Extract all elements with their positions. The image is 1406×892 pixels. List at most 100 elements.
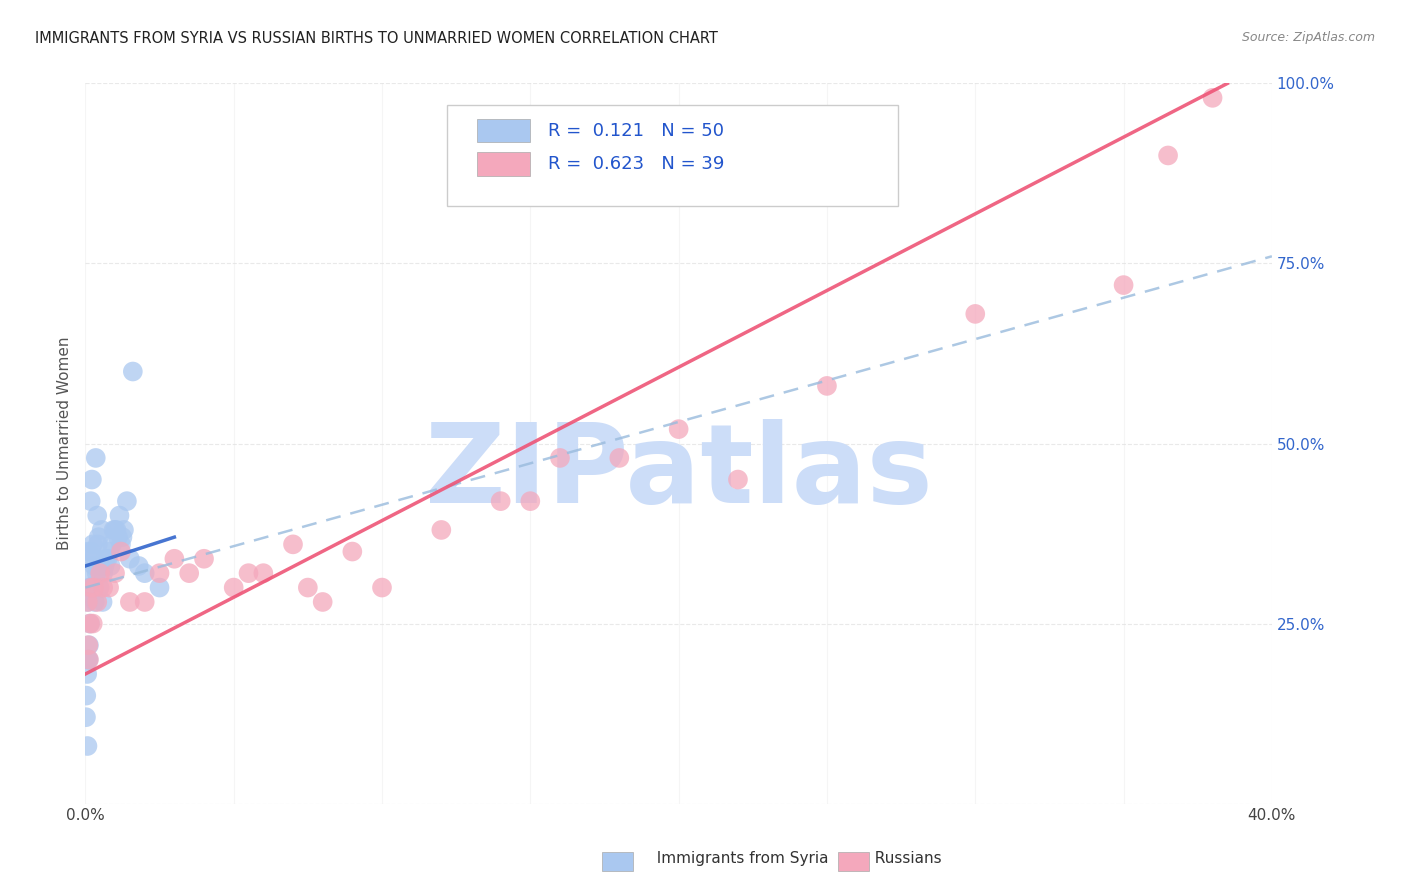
Point: [80, 581, 103, 595]
Point: [110, 537, 132, 551]
Point: [77, 638, 100, 652]
FancyBboxPatch shape: [477, 152, 530, 176]
Text: ZIPatlas: ZIPatlas: [425, 419, 932, 526]
Point: [489, 494, 512, 508]
Point: [77, 638, 100, 652]
Point: [86, 566, 108, 581]
Point: [101, 537, 124, 551]
Point: [90, 523, 112, 537]
Point: [91, 566, 114, 581]
Point: [134, 566, 156, 581]
Point: [83, 581, 105, 595]
Point: [79, 581, 101, 595]
Point: [80, 473, 103, 487]
Point: [79, 616, 101, 631]
Point: [222, 581, 245, 595]
Text: Source: ZipAtlas.com: Source: ZipAtlas.com: [1241, 31, 1375, 45]
Point: [148, 566, 170, 581]
Point: [100, 558, 122, 573]
Point: [86, 508, 108, 523]
Point: [163, 551, 186, 566]
Point: [105, 523, 128, 537]
Point: [121, 364, 143, 378]
Point: [727, 473, 749, 487]
FancyBboxPatch shape: [477, 119, 530, 143]
Point: [103, 523, 125, 537]
Point: [108, 508, 131, 523]
Point: [82, 537, 104, 551]
Point: [76, 595, 98, 609]
Point: [80, 544, 103, 558]
Point: [115, 494, 138, 508]
Point: [104, 566, 127, 581]
Point: [548, 450, 571, 465]
Point: [118, 551, 141, 566]
Point: [297, 581, 319, 595]
Point: [107, 530, 129, 544]
Point: [430, 523, 453, 537]
FancyBboxPatch shape: [447, 105, 898, 206]
Point: [87, 537, 110, 551]
Point: [93, 558, 115, 573]
Point: [75, 689, 97, 703]
Point: [87, 530, 110, 544]
Point: [77, 652, 100, 666]
Point: [77, 544, 100, 558]
Point: [281, 537, 304, 551]
Point: [179, 566, 201, 581]
Point: [80, 494, 103, 508]
Point: [76, 566, 98, 581]
Y-axis label: Births to Unmarried Women: Births to Unmarried Women: [58, 337, 72, 550]
Point: [607, 450, 630, 465]
Point: [79, 616, 101, 631]
Point: [97, 551, 120, 566]
Point: [668, 422, 690, 436]
Point: [89, 558, 111, 573]
Point: [110, 544, 132, 558]
Point: [82, 616, 104, 631]
Point: [91, 595, 114, 609]
Point: [312, 595, 335, 609]
Point: [98, 544, 121, 558]
Text: R =  0.623   N = 39: R = 0.623 N = 39: [548, 155, 724, 173]
Point: [83, 595, 105, 609]
Point: [148, 581, 170, 595]
Point: [252, 566, 274, 581]
Point: [519, 494, 541, 508]
Point: [815, 379, 838, 393]
Point: [98, 581, 121, 595]
Point: [94, 551, 117, 566]
Point: [76, 595, 98, 609]
Point: [128, 558, 150, 573]
Point: [112, 523, 135, 537]
Point: [83, 558, 105, 573]
Point: [89, 566, 111, 581]
Point: [111, 530, 134, 544]
Point: [965, 307, 987, 321]
Point: [104, 523, 127, 537]
Point: [86, 595, 108, 609]
Text: Immigrants from Syria: Immigrants from Syria: [647, 851, 828, 865]
Text: Russians: Russians: [865, 851, 941, 865]
Point: [89, 581, 111, 595]
Text: IMMIGRANTS FROM SYRIA VS RUSSIAN BIRTHS TO UNMARRIED WOMEN CORRELATION CHART: IMMIGRANTS FROM SYRIA VS RUSSIAN BIRTHS …: [35, 31, 718, 46]
Point: [84, 450, 107, 465]
Point: [76, 667, 98, 681]
Point: [118, 595, 141, 609]
Point: [76, 739, 98, 753]
Point: [1112, 278, 1135, 293]
Point: [79, 581, 101, 595]
Point: [75, 710, 97, 724]
Point: [238, 566, 260, 581]
Point: [1157, 148, 1180, 162]
Point: [77, 652, 100, 666]
Text: R =  0.121   N = 50: R = 0.121 N = 50: [548, 122, 724, 140]
Point: [342, 544, 364, 558]
Point: [134, 595, 156, 609]
Point: [83, 551, 105, 566]
Point: [91, 581, 114, 595]
Point: [371, 581, 394, 595]
Point: [77, 652, 100, 666]
Point: [193, 551, 215, 566]
Point: [1201, 91, 1223, 105]
